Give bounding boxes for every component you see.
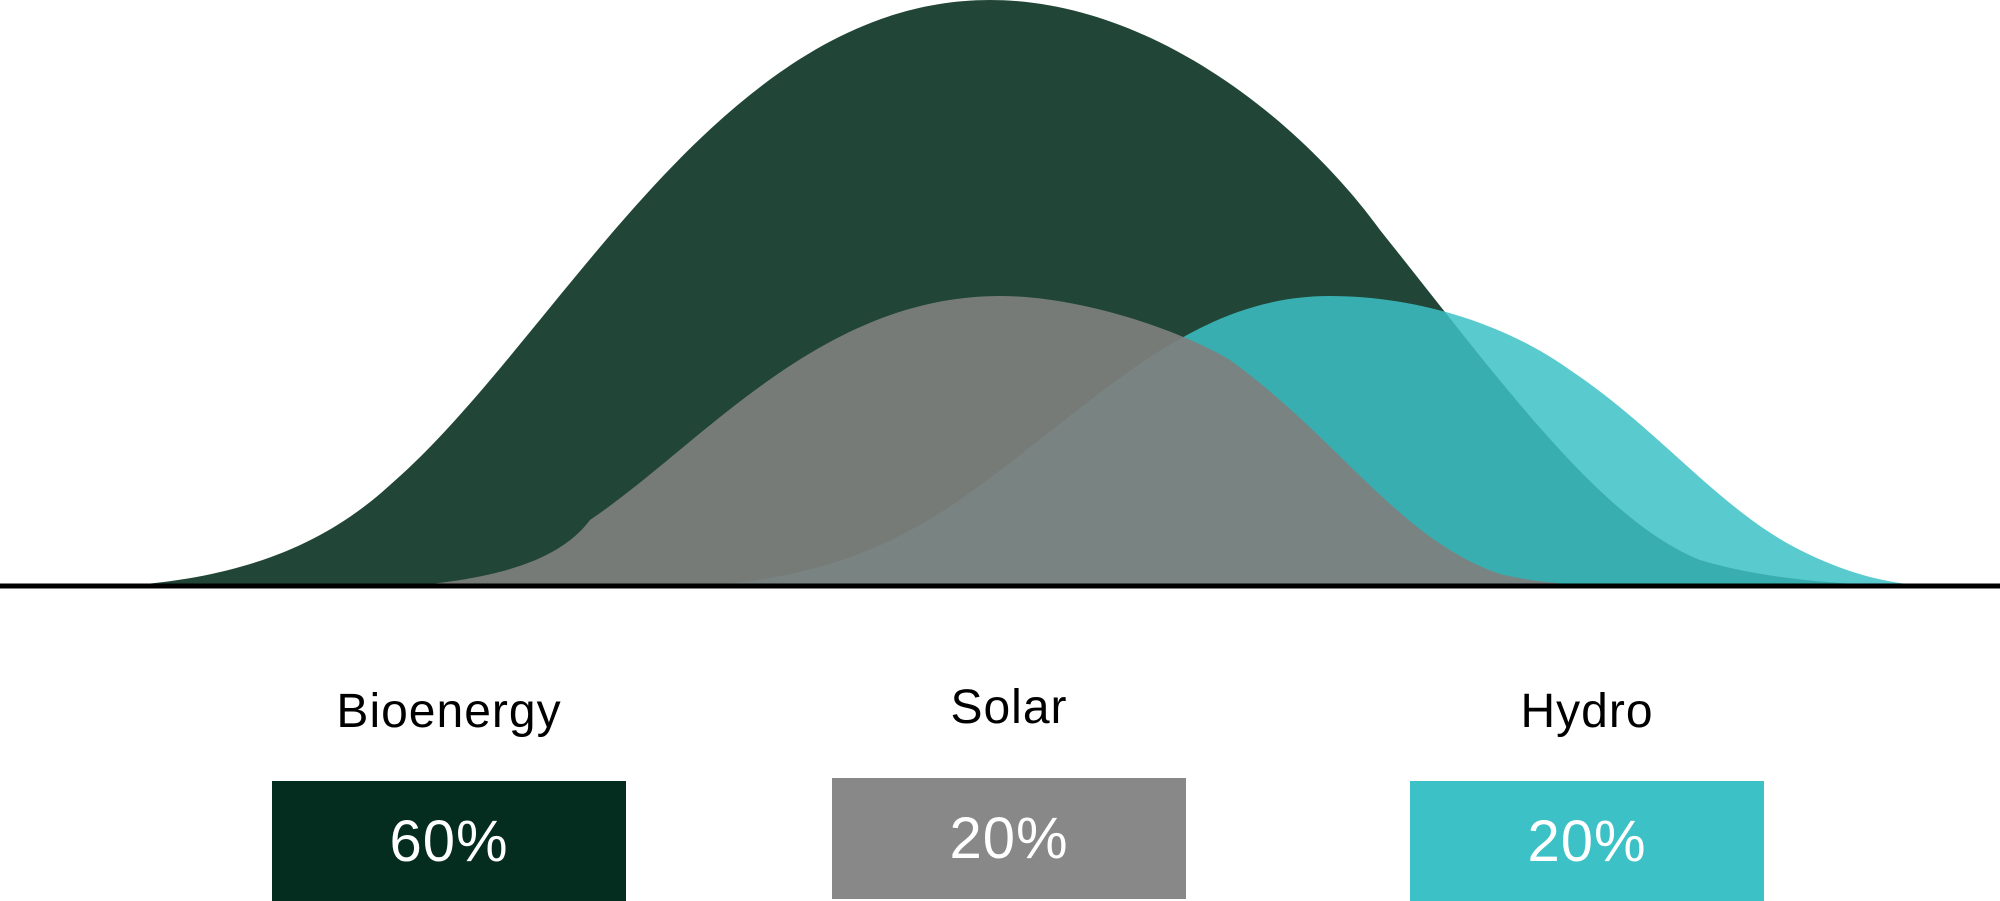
legend-label: Hydro [1520, 685, 1654, 738]
legend-label: Bioenergy [336, 685, 562, 738]
series-area-solar [410, 296, 1650, 586]
legend-value-box-bioenergy: 60% [272, 781, 626, 901]
legend-value: 20% [1527, 808, 1647, 874]
legend-value: 60% [389, 808, 509, 874]
legend-value-box-hydro: 20% [1410, 781, 1764, 901]
legend-item-bioenergy: Bioenergy 60% [272, 670, 626, 901]
legend-value-box-solar: 20% [832, 778, 1186, 899]
legend-item-hydro: Hydro 20% [1410, 670, 1764, 901]
legend-label: Solar [950, 681, 1068, 734]
legend-value: 20% [949, 806, 1069, 871]
legend-item-solar: Solar 20% [832, 670, 1186, 901]
